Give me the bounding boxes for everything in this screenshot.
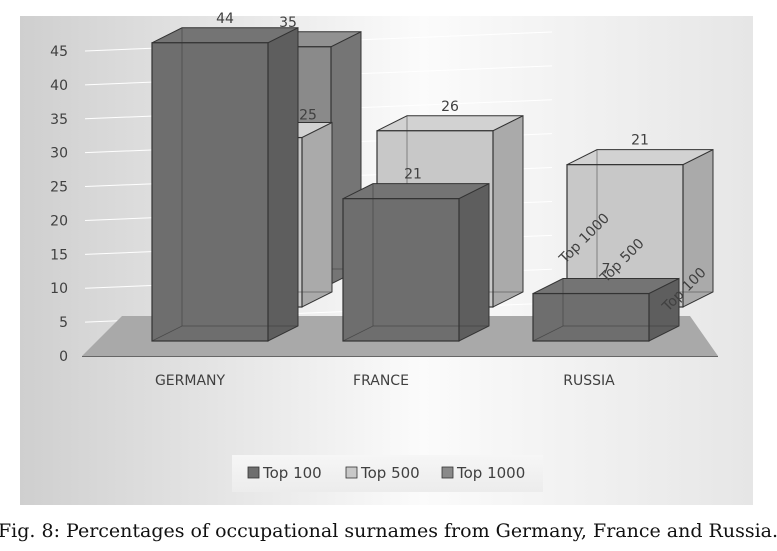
legend: Top 100 Top 500 Top 1000 xyxy=(232,455,543,492)
data-label: 26 xyxy=(441,99,459,115)
data-label: 21 xyxy=(631,133,649,149)
data-label: 35 xyxy=(279,15,297,31)
y-tick-label: 35 xyxy=(50,112,68,128)
legend-swatch xyxy=(345,466,358,479)
data-labels: 44 35 25 26 21 21 7 xyxy=(216,11,649,278)
y-axis: 0 5 10 15 20 25 30 35 40 45 xyxy=(50,44,68,365)
y-tick-label: 25 xyxy=(50,180,68,196)
bar-france-top-100 xyxy=(342,182,490,342)
data-label: 7 xyxy=(602,262,611,278)
legend-swatch xyxy=(441,466,454,479)
figure-caption: Fig. 8: Percentages of occupational surn… xyxy=(0,520,777,542)
data-label: 44 xyxy=(216,11,234,27)
category-label-france: FRANCE xyxy=(353,373,409,389)
bar-side-face xyxy=(458,182,490,342)
bar-side-face xyxy=(492,114,524,308)
y-tick-label: 30 xyxy=(50,146,68,162)
y-tick-label: 40 xyxy=(50,78,68,94)
bar-edge xyxy=(342,325,489,342)
category-axis: GERMANY FRANCE RUSSIA xyxy=(155,373,615,389)
bar-edge xyxy=(151,325,298,342)
legend-item-top-100: Top 100 xyxy=(247,464,322,482)
legend-item-top-1000: Top 1000 xyxy=(441,464,525,482)
legend-item-top-500: Top 500 xyxy=(345,464,420,482)
bar-front-face xyxy=(342,198,460,342)
data-label: 21 xyxy=(404,167,422,183)
legend-label: Top 100 xyxy=(262,464,322,482)
y-tick-label: 45 xyxy=(50,44,68,60)
bars xyxy=(151,26,714,342)
y-tick-label: 15 xyxy=(50,247,68,263)
bar-edge xyxy=(532,325,679,342)
legend-swatch xyxy=(247,466,260,479)
legend-label: Top 500 xyxy=(360,464,420,482)
legend-box xyxy=(232,455,543,492)
data-label: 25 xyxy=(299,108,317,124)
bar-front-face xyxy=(532,292,650,342)
bar-germany-top-100 xyxy=(151,26,299,342)
bar-side-face xyxy=(267,26,299,342)
category-label-germany: GERMANY xyxy=(155,373,226,389)
y-tick-label: 20 xyxy=(50,213,68,229)
bar-russia-top-100 xyxy=(532,277,680,342)
y-tick-label: 10 xyxy=(50,281,68,297)
bar-side-face xyxy=(301,121,333,308)
legend-label: Top 1000 xyxy=(456,464,525,482)
bar-front-face xyxy=(151,42,269,342)
category-label-russia: RUSSIA xyxy=(563,373,615,389)
y-tick-label: 0 xyxy=(59,349,68,365)
y-tick-label: 5 xyxy=(59,315,68,331)
